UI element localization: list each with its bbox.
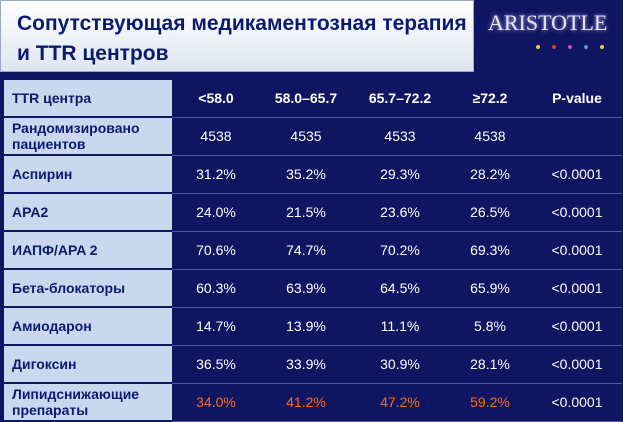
table-cell: [532, 117, 622, 156]
table-cell: 4538: [172, 117, 260, 156]
table-cell: 69.3%: [448, 231, 532, 270]
table-row: Рандомизировано пациентов 4538 4535 4533…: [4, 117, 622, 156]
table-cell-highlight: 34.0%: [172, 383, 260, 422]
table-cell: 65.9%: [448, 269, 532, 308]
slide-title: Сопутствующая медикаментозная терапия и …: [17, 12, 467, 65]
table-cell-highlight: 47.2%: [352, 383, 448, 422]
logo-text: ARISTOTLE: [488, 10, 608, 35]
therapy-table: TTR центра <58.0 58.0–65.7 65.7–72.2 ≥72…: [4, 80, 622, 422]
table-cell: 36.5%: [172, 345, 260, 384]
table-cell: 13.9%: [260, 307, 352, 346]
table-header-row: TTR центра <58.0 58.0–65.7 65.7–72.2 ≥72…: [4, 80, 622, 118]
table-cell: 24.0%: [172, 193, 260, 232]
logo-dots: [536, 36, 616, 54]
table-cell: 4535: [260, 117, 352, 156]
table-cell: <0.0001: [532, 269, 622, 308]
header-col: P-value: [532, 80, 622, 118]
table-cell: 14.7%: [172, 307, 260, 346]
table-cell: 21.5%: [260, 193, 352, 232]
header-col: 58.0–65.7: [260, 80, 352, 118]
table-cell: <0.0001: [532, 345, 622, 384]
table-row: Липидснижающие препараты 34.0% 41.2% 47.…: [4, 383, 622, 422]
table-cell: 60.3%: [172, 269, 260, 308]
table-row: ИАПФ/APA 2 70.6% 74.7% 70.2% 69.3% <0.00…: [4, 231, 622, 270]
table-cell: 28.1%: [448, 345, 532, 384]
row-label: Рандомизировано пациентов: [4, 117, 172, 156]
header-label: TTR центра: [4, 80, 172, 118]
table-row: Бета-блокаторы 60.3% 63.9% 64.5% 65.9% <…: [4, 269, 622, 308]
table-cell: 23.6%: [352, 193, 448, 232]
table-cell: 29.3%: [352, 155, 448, 194]
logo-dot: [600, 45, 604, 49]
header-col: ≥72.2: [448, 80, 532, 118]
logo-dot: [552, 45, 556, 49]
table-cell: <0.0001: [532, 155, 622, 194]
table-cell: <0.0001: [532, 383, 622, 422]
table-cell: 11.1%: [352, 307, 448, 346]
table-cell: 70.6%: [172, 231, 260, 270]
row-label: APA2: [4, 193, 172, 232]
row-label: Бета-блокаторы: [4, 269, 172, 308]
row-label: Дигоксин: [4, 345, 172, 384]
row-label: Амиодарон: [4, 307, 172, 346]
table-cell-highlight: 59.2%: [448, 383, 532, 422]
table-cell: 33.9%: [260, 345, 352, 384]
row-label: Аспирин: [4, 155, 172, 194]
table-cell: 64.5%: [352, 269, 448, 308]
table-cell: 31.2%: [172, 155, 260, 194]
table-cell: 74.7%: [260, 231, 352, 270]
table-row: Дигоксин 36.5% 33.9% 30.9% 28.1% <0.0001: [4, 345, 622, 384]
table-cell: 26.5%: [448, 193, 532, 232]
header-col: 65.7–72.2: [352, 80, 448, 118]
table-cell: 4533: [352, 117, 448, 156]
row-label: ИАПФ/APA 2: [4, 231, 172, 270]
logo-dot: [584, 45, 588, 49]
table-cell: 28.2%: [448, 155, 532, 194]
logo-dot: [536, 45, 540, 49]
table-cell: 30.9%: [352, 345, 448, 384]
table-cell: 5.8%: [448, 307, 532, 346]
title-box: Сопутствующая медикаментозная терапия и …: [0, 0, 474, 72]
table-cell: 4538: [448, 117, 532, 156]
table-row: Аспирин 31.2% 35.2% 29.3% 28.2% <0.0001: [4, 155, 622, 194]
table-row: Амиодарон 14.7% 13.9% 11.1% 5.8% <0.0001: [4, 307, 622, 346]
table-row: APA2 24.0% 21.5% 23.6% 26.5% <0.0001: [4, 193, 622, 232]
table-cell: <0.0001: [532, 307, 622, 346]
table-cell-highlight: 41.2%: [260, 383, 352, 422]
table-cell: <0.0001: [532, 231, 622, 270]
table-cell: <0.0001: [532, 193, 622, 232]
table-cell: 63.9%: [260, 269, 352, 308]
row-label: Липидснижающие препараты: [4, 383, 172, 422]
aristotle-logo: ARISTOTLE: [478, 6, 620, 49]
header-col: <58.0: [172, 80, 260, 118]
table-cell: 35.2%: [260, 155, 352, 194]
table-cell: 70.2%: [352, 231, 448, 270]
logo-dot: [568, 45, 572, 49]
